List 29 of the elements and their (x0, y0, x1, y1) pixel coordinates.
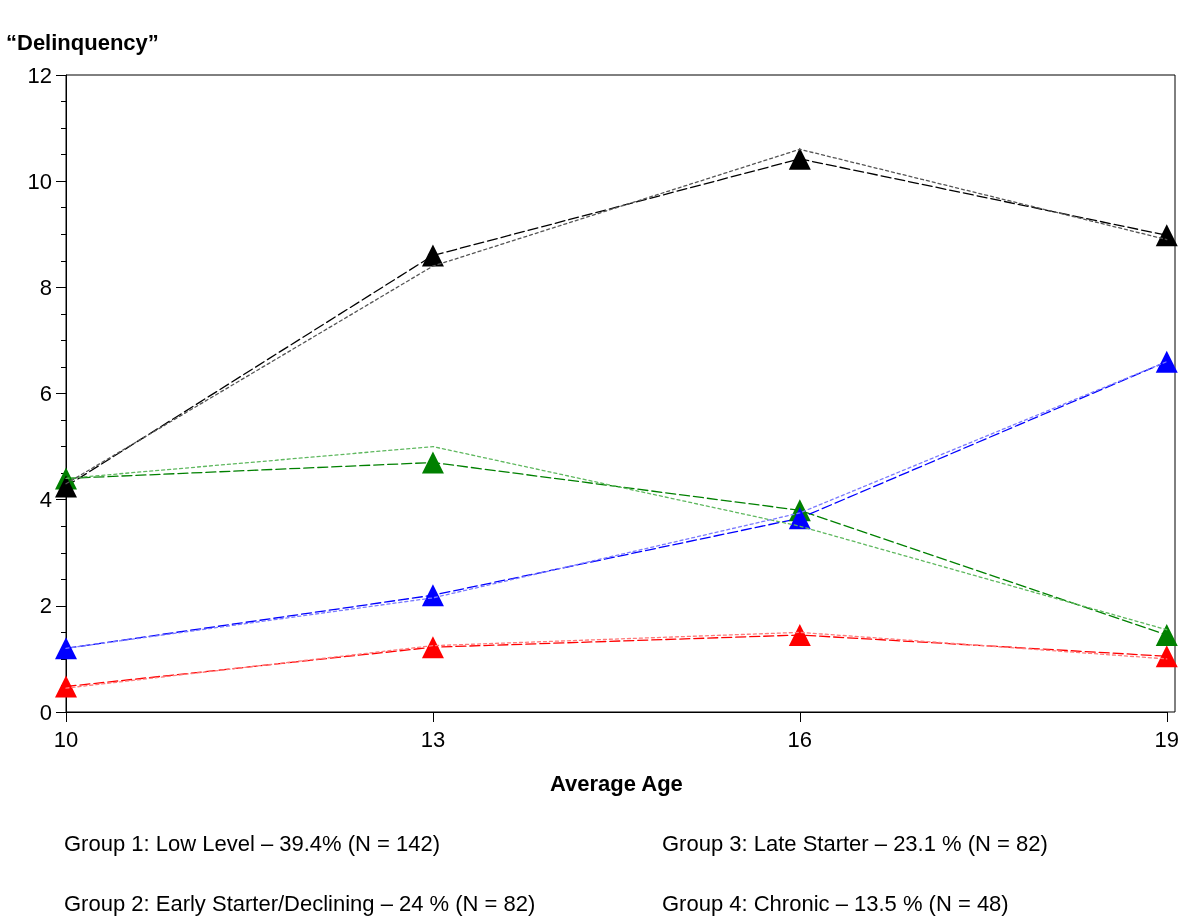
point (788, 147, 811, 170)
x-axis-title: Average Age (549, 770, 683, 796)
y-tick-label: 12 (27, 62, 52, 88)
point (421, 451, 444, 474)
x-tick-label: 19 (1154, 726, 1180, 752)
y-tick-label: 2 (39, 593, 52, 619)
point (55, 675, 77, 698)
y-axis-title: “Delinquency” (6, 29, 159, 55)
text: Group 3: Late Starter – 23.1 % (N = 82) (662, 830, 1048, 856)
point (788, 624, 811, 647)
point (1155, 624, 1178, 647)
text: Group 2: Early Starter/Declining – 24 % (N = 82) (64, 890, 536, 916)
point (55, 475, 77, 498)
point (1155, 645, 1178, 668)
x-tick-label: 16 (787, 726, 813, 752)
x-tick-label: 13 (420, 726, 446, 752)
point (421, 244, 444, 267)
text: Group 4: Chronic – 13.5 % (N = 48) (662, 890, 1009, 916)
y-tick-label: 8 (39, 274, 52, 300)
point (1155, 350, 1178, 373)
point (421, 636, 444, 659)
text: Group 1: Low Level – 39.4% (N = 142) (64, 830, 441, 856)
y-tick-label: 0 (39, 699, 52, 725)
y-tick-label: 6 (39, 381, 52, 406)
point (1155, 224, 1178, 247)
point (421, 584, 444, 607)
y-tick-label: 4 (39, 487, 52, 513)
y-tick-label: 10 (27, 168, 52, 194)
point (55, 637, 77, 660)
